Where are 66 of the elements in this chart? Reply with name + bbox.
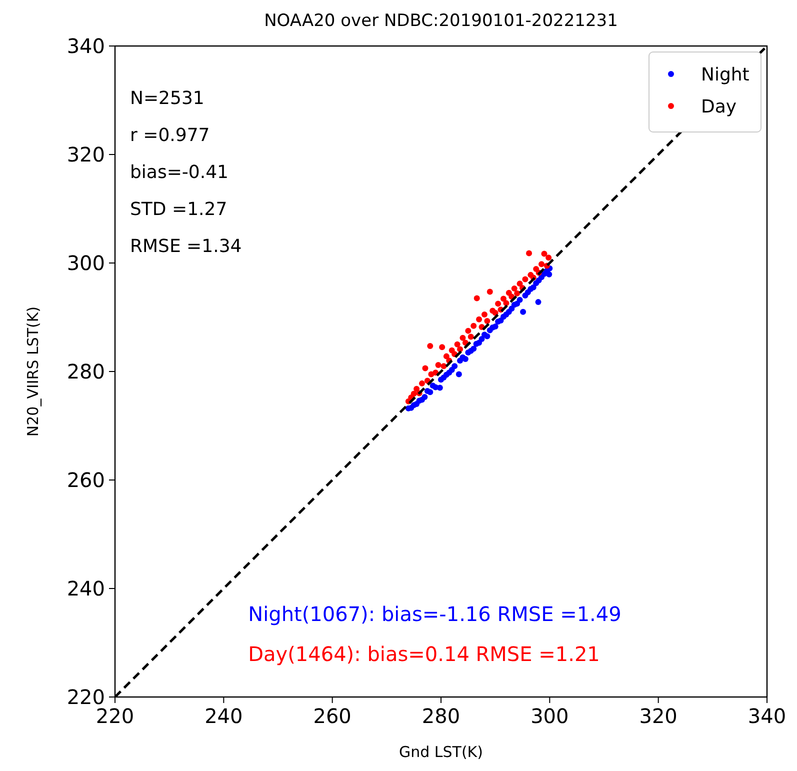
point bbox=[484, 318, 490, 324]
x-tick-label: 240 bbox=[204, 704, 243, 728]
annotation: STD =1.27 bbox=[130, 199, 228, 220]
point bbox=[516, 280, 523, 287]
chart-title: NOAA20 over NDBC:20190101-20221231 bbox=[264, 11, 618, 31]
point bbox=[526, 250, 532, 256]
point bbox=[439, 344, 446, 350]
y-tick-label: 260 bbox=[66, 468, 105, 492]
point bbox=[516, 296, 523, 303]
point bbox=[465, 328, 472, 334]
point bbox=[546, 254, 552, 261]
x-tick-label: 260 bbox=[313, 704, 352, 728]
point bbox=[522, 276, 528, 282]
point bbox=[440, 363, 447, 370]
point bbox=[520, 308, 526, 315]
y-tick-label: 320 bbox=[66, 142, 105, 166]
y-tick-label: 240 bbox=[66, 576, 105, 600]
point bbox=[503, 300, 510, 306]
point bbox=[460, 334, 466, 341]
annotation: Day(1464): bias=0.14 RMSE =1.21 bbox=[248, 642, 600, 666]
legend-label: Night bbox=[701, 64, 750, 86]
point bbox=[410, 390, 417, 397]
point bbox=[418, 380, 425, 386]
point bbox=[427, 389, 434, 396]
point bbox=[538, 261, 545, 268]
point bbox=[470, 346, 477, 352]
point bbox=[546, 271, 552, 278]
y-axis-title: N20_VIIRS LST(K) bbox=[24, 306, 42, 437]
point bbox=[535, 299, 542, 306]
point bbox=[422, 394, 428, 400]
annotation: N=2531 bbox=[130, 88, 204, 109]
point bbox=[452, 363, 458, 370]
point bbox=[468, 334, 474, 340]
point bbox=[478, 336, 485, 342]
point bbox=[486, 288, 493, 295]
point bbox=[511, 285, 518, 292]
point bbox=[456, 371, 462, 378]
point bbox=[422, 365, 428, 372]
point bbox=[481, 312, 488, 318]
point bbox=[474, 295, 480, 302]
x-tick-label: 300 bbox=[530, 704, 569, 728]
point bbox=[470, 322, 477, 329]
annotation: r =0.977 bbox=[130, 125, 210, 146]
x-tick-label: 280 bbox=[422, 704, 460, 728]
point bbox=[414, 386, 420, 392]
point bbox=[514, 290, 520, 296]
point bbox=[443, 353, 450, 360]
y-tick-label: 300 bbox=[66, 251, 105, 275]
point bbox=[500, 296, 506, 302]
point bbox=[484, 333, 490, 340]
point bbox=[495, 300, 502, 307]
legend-label: Day bbox=[701, 96, 737, 118]
point bbox=[454, 341, 460, 348]
annotation: Night(1067): bias=-1.16 RMSE =1.49 bbox=[248, 602, 622, 626]
x-axis-title: Gnd LST(K) bbox=[398, 743, 484, 761]
point bbox=[427, 343, 434, 350]
point bbox=[476, 316, 482, 322]
point bbox=[541, 250, 548, 257]
x-tick-label: 320 bbox=[639, 704, 678, 728]
x-tick-label: 340 bbox=[748, 704, 786, 728]
annotation: bias=-0.41 bbox=[130, 162, 228, 183]
point bbox=[530, 284, 536, 290]
y-tick-label: 280 bbox=[66, 360, 105, 384]
annotation: RMSE =1.34 bbox=[130, 236, 242, 257]
point bbox=[435, 362, 442, 368]
y-tick-label: 340 bbox=[66, 34, 105, 58]
